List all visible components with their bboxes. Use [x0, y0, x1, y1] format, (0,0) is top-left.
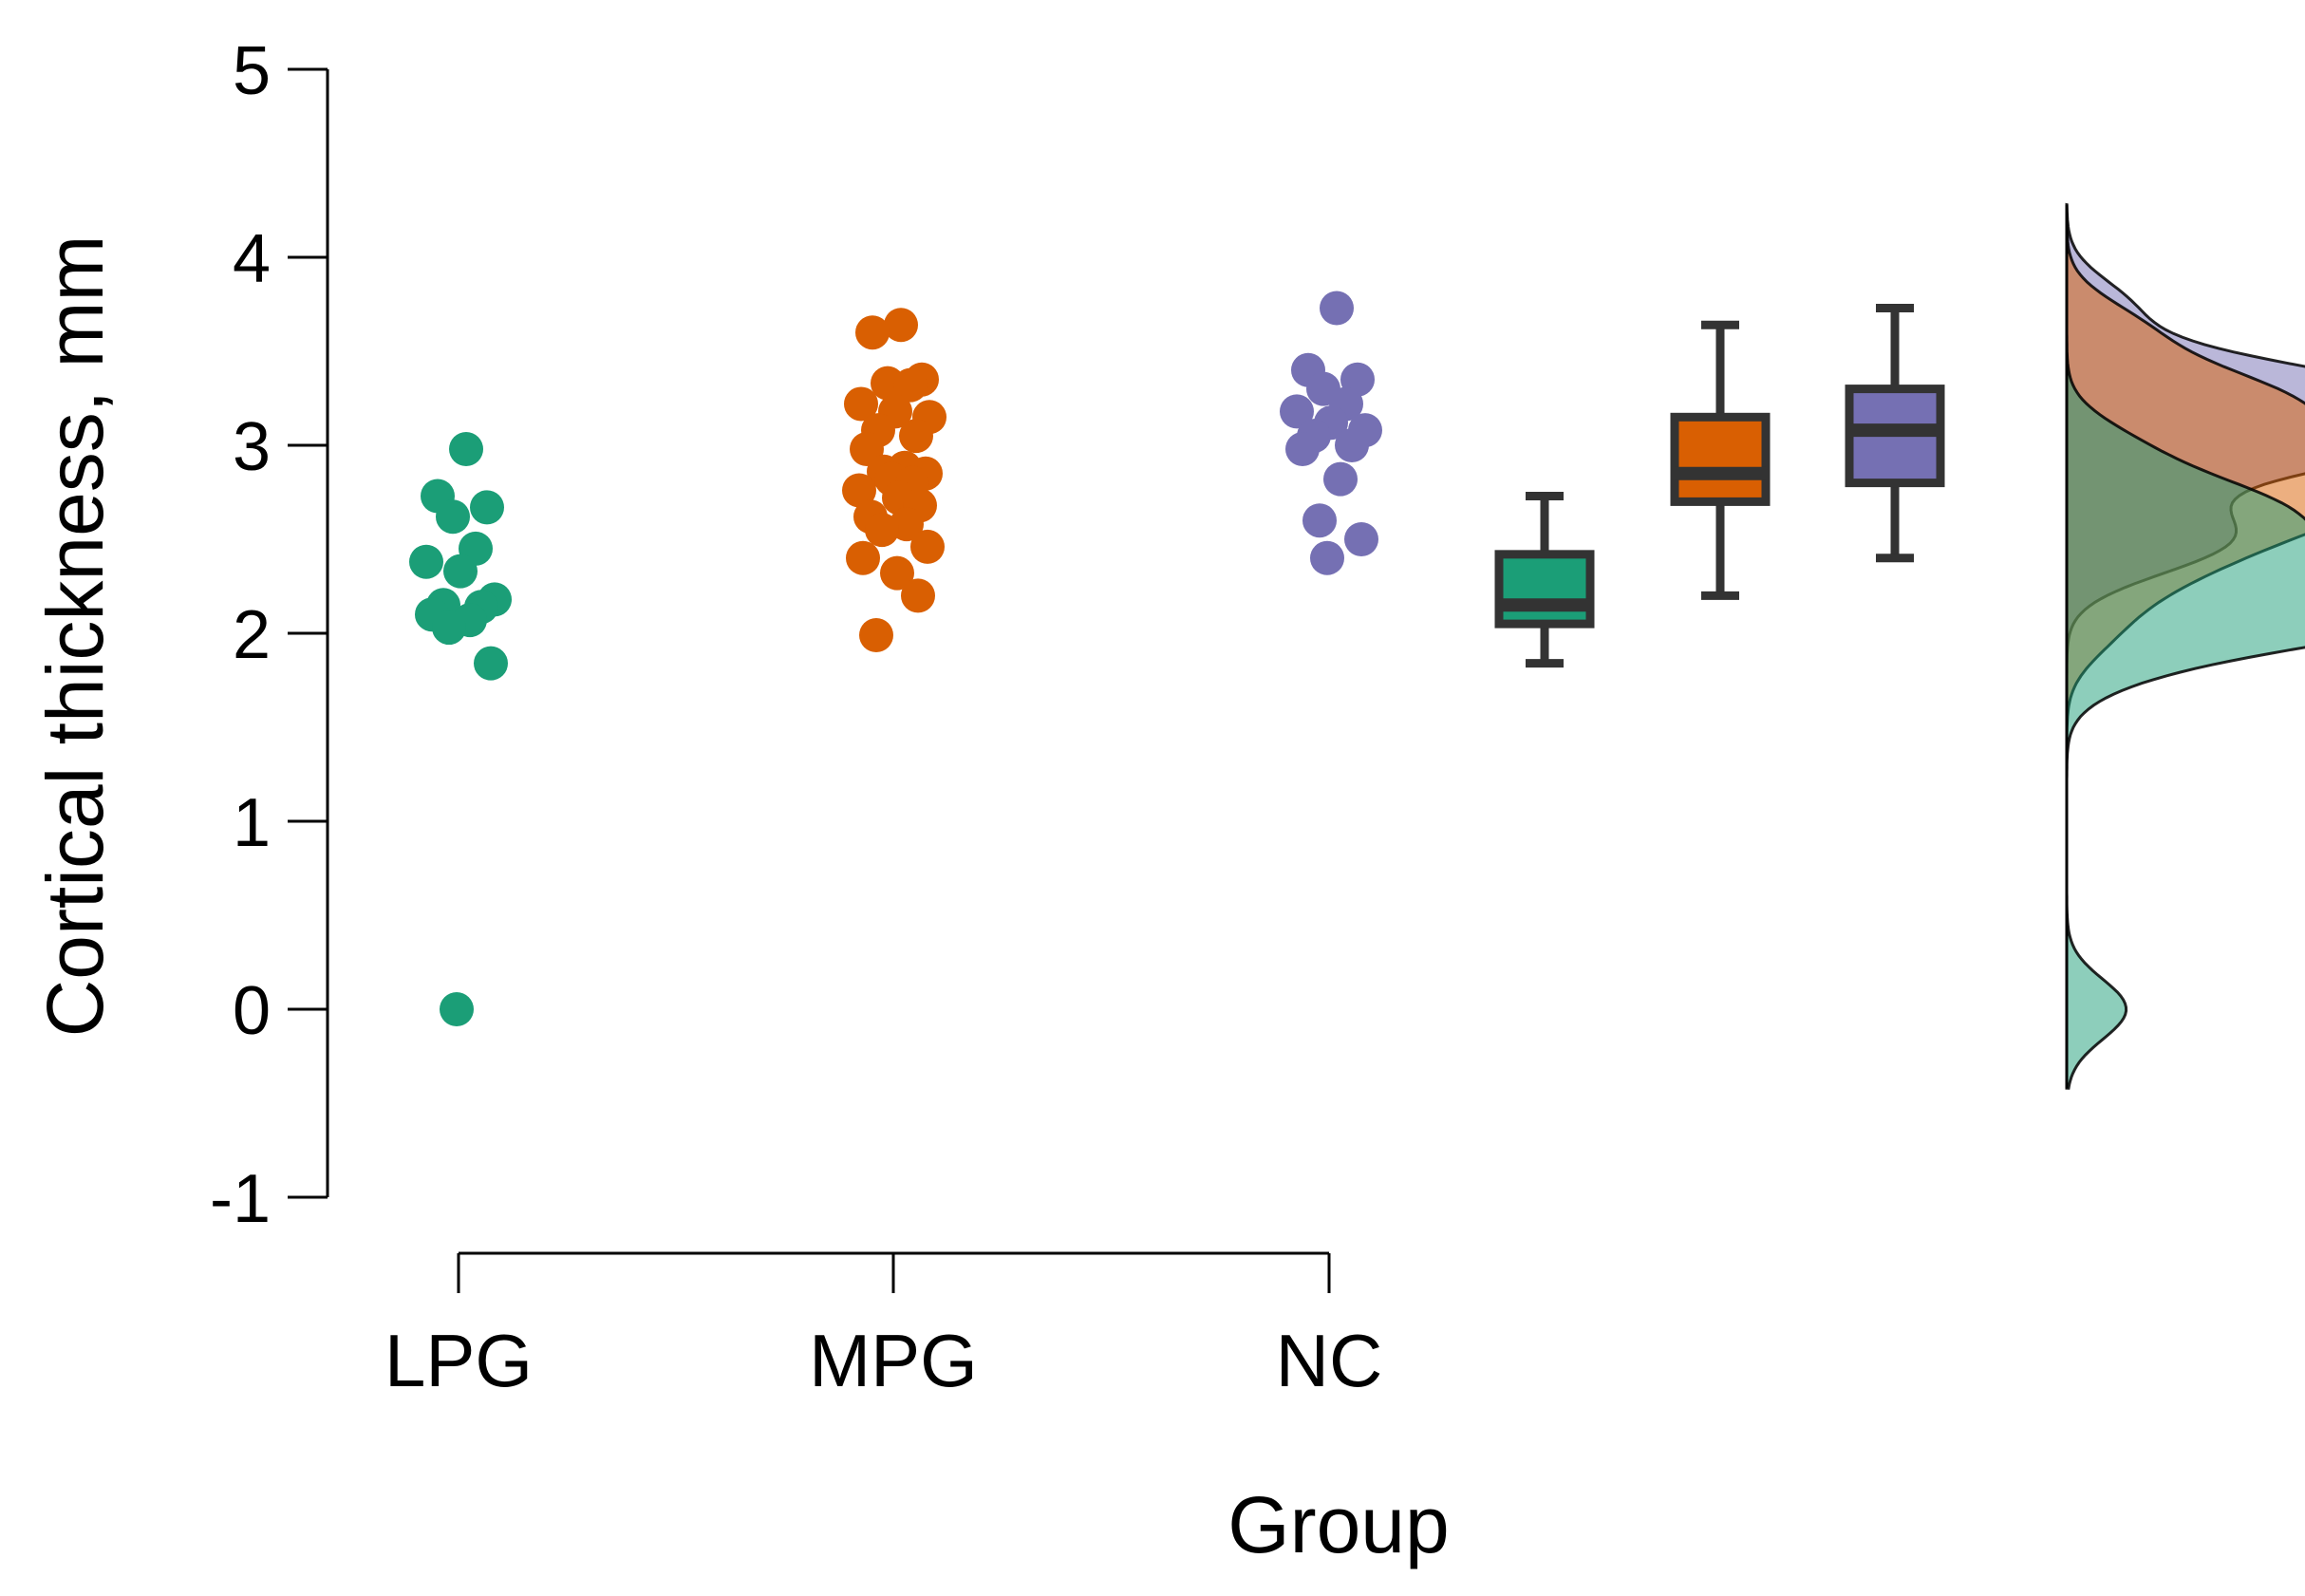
boxplot-layer	[1494, 303, 1945, 668]
data-point	[855, 315, 890, 350]
y-tick-label: 5	[233, 33, 271, 109]
box-iqr	[1494, 550, 1595, 629]
point-group-lpg	[409, 431, 512, 1026]
point-layer	[409, 291, 1382, 1026]
data-point	[1335, 428, 1369, 462]
data-point	[443, 554, 478, 589]
data-point	[846, 540, 880, 575]
boxplot-lpg	[1494, 491, 1595, 668]
boxplot-nc	[1845, 303, 1945, 563]
data-point	[436, 499, 470, 535]
y-axis: -1 0 1 2 3 4 5	[210, 33, 329, 1237]
data-point	[1302, 503, 1337, 538]
data-point	[844, 386, 878, 422]
data-point	[1280, 394, 1314, 429]
x-tick-label: NC	[1276, 1319, 1383, 1402]
point-group-nc	[1280, 291, 1382, 575]
data-point	[893, 367, 928, 403]
data-point	[1320, 291, 1354, 326]
y-tick-label: 3	[233, 409, 271, 485]
data-point	[449, 431, 483, 466]
y-tick-label: 2	[233, 597, 271, 673]
y-tick-label: 4	[233, 221, 271, 297]
data-point	[899, 419, 933, 454]
data-point	[1310, 540, 1344, 575]
y-tick-label: 0	[233, 973, 271, 1049]
y-tick-label: -1	[210, 1161, 271, 1237]
data-point	[1285, 431, 1320, 466]
data-point	[859, 617, 893, 652]
data-point	[470, 490, 504, 525]
data-point	[1344, 522, 1378, 556]
y-tick-label: 1	[233, 785, 271, 861]
x-axis: LPG MPG NC	[384, 1251, 1383, 1402]
data-point	[440, 992, 474, 1026]
x-tick-label: LPG	[384, 1319, 533, 1402]
data-point	[409, 544, 443, 579]
data-point	[474, 646, 508, 681]
density-layer	[2065, 202, 2305, 1090]
data-point	[901, 578, 935, 613]
data-point	[842, 473, 876, 508]
data-point	[432, 610, 466, 646]
point-group-mpg	[842, 308, 946, 652]
x-axis-title: Group	[1227, 1480, 1449, 1569]
x-tick-label: MPG	[809, 1319, 978, 1402]
box-iqr	[1670, 412, 1771, 506]
data-point	[884, 308, 918, 343]
boxplot-mpg	[1670, 320, 1771, 600]
data-point	[865, 513, 899, 548]
data-point	[1323, 461, 1358, 497]
y-axis-title: Cortical thickness, mm	[30, 235, 120, 1038]
data-point	[910, 529, 945, 564]
data-point	[880, 555, 914, 591]
